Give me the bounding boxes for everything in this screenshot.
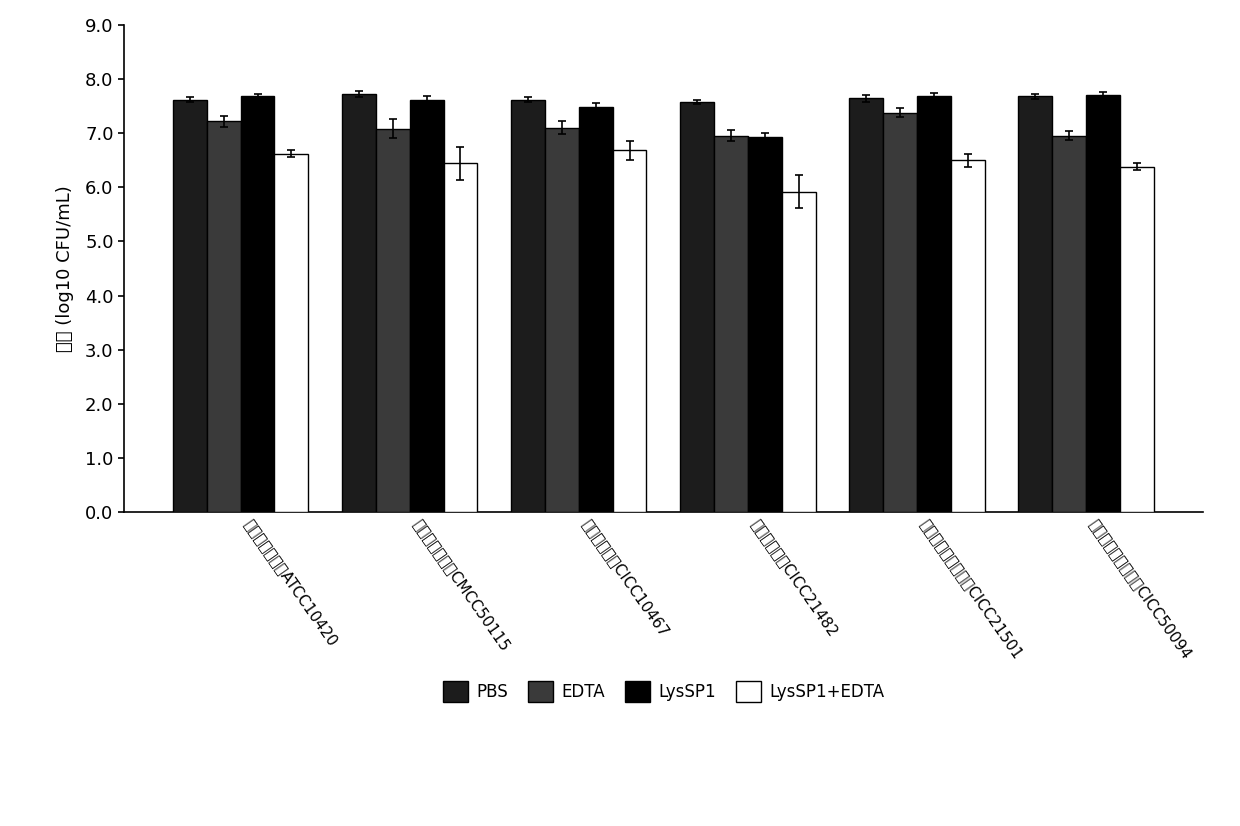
Bar	[1018, 97, 1053, 512]
Bar	[1120, 167, 1153, 512]
Bar	[546, 128, 579, 512]
Bar	[511, 99, 546, 512]
Bar	[376, 129, 409, 512]
Bar	[409, 99, 444, 512]
Bar	[241, 97, 274, 512]
Bar	[951, 160, 985, 512]
Bar	[207, 121, 241, 512]
Bar	[883, 112, 918, 512]
Legend: PBS, EDTA, LysSP1, LysSP1+EDTA: PBS, EDTA, LysSP1, LysSP1+EDTA	[436, 675, 890, 709]
Bar	[714, 135, 748, 512]
Bar	[1053, 135, 1086, 512]
Bar	[681, 102, 714, 512]
Bar	[613, 150, 646, 512]
Bar	[444, 164, 477, 512]
Bar	[342, 94, 376, 512]
Bar	[781, 192, 816, 512]
Bar	[1086, 95, 1120, 512]
Bar	[748, 137, 781, 512]
Bar	[174, 99, 207, 512]
Y-axis label: 菌数 (log10 CFU/mL): 菌数 (log10 CFU/mL)	[56, 185, 74, 352]
Bar	[579, 107, 613, 512]
Bar	[274, 154, 309, 512]
Bar	[849, 98, 883, 512]
Bar	[918, 97, 951, 512]
